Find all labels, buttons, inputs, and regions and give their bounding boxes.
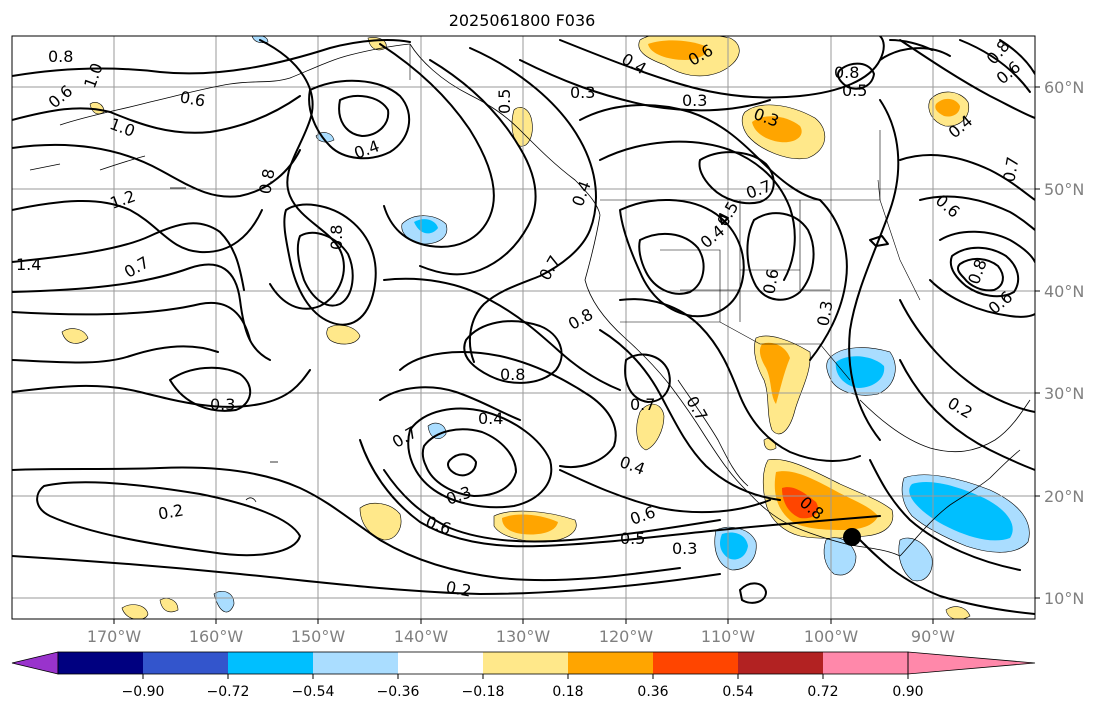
storm-center-marker (843, 528, 861, 546)
colorbar-segment (568, 652, 653, 674)
contour-label: 0.3 (570, 83, 595, 102)
lon-label: 130°W (496, 627, 551, 646)
shaded-negative-fields (213, 36, 1030, 613)
lat-label: 40°N (1044, 282, 1084, 301)
colorbar-extend-left (11, 651, 59, 675)
lon-label: 90°W (911, 627, 955, 646)
colorbar-segment (58, 652, 143, 674)
contour-label: 0.8 (255, 167, 278, 195)
colorbar-segment (738, 652, 823, 674)
contour-label: 0.5 (620, 529, 645, 548)
lat-label: 20°N (1044, 487, 1084, 506)
colorbar-segment (143, 652, 228, 674)
contour-label: 0.8 (327, 225, 346, 250)
colorbar-extend-right (907, 651, 1036, 675)
lon-label: 100°W (804, 627, 859, 646)
map-title: 2025061800 F036 (449, 11, 596, 30)
coastlines (29, 43, 1031, 557)
colorbar-tick-label: 0.54 (722, 684, 753, 700)
latitude-labels: 60°N 50°N 40°N 30°N 20°N 10°N (1035, 78, 1084, 608)
colorbar-tick-label: 0.90 (892, 684, 923, 700)
contour-label: 0.4 (478, 409, 503, 428)
contour-label: 0.5 (842, 81, 867, 100)
contour-label: 0.8 (834, 63, 859, 82)
shaded-positive-fields (61, 36, 971, 619)
colorbar-segment (823, 652, 908, 674)
colorbar-ticks (142, 674, 909, 679)
contour-label: 0.2 (444, 577, 472, 600)
contour-lines (12, 36, 1035, 615)
colorbar-segment (653, 652, 738, 674)
contour-label: 0.3 (672, 539, 697, 558)
contour-label: 0.5 (495, 89, 514, 114)
colorbar-tick-label: −0.72 (207, 684, 250, 700)
colorbar-tick-label: −0.36 (377, 684, 420, 700)
contour-label: 0.6 (178, 87, 206, 110)
contour-label: 0.2 (157, 500, 185, 523)
contour-label: 0.8 (500, 365, 525, 384)
lat-label: 30°N (1044, 384, 1084, 403)
colorbar-segment (313, 652, 398, 674)
contour-label: 0.3 (682, 91, 707, 110)
map-area: 0.8 1.0 0.6 1.0 1.2 1.4 0.7 0.8 0.4 0.8 … (12, 36, 1035, 619)
colorbar-tick-label: −0.90 (122, 684, 165, 700)
contour-label: 0.7 (999, 155, 1022, 183)
longitude-labels: 170°W 160°W 150°W 140°W 130°W 120°W 110°… (87, 619, 955, 646)
contour-label: 0.8 (48, 47, 73, 66)
lon-label: 160°W (189, 627, 244, 646)
lon-label: 140°W (394, 627, 449, 646)
colorbar: −0.90 −0.72 −0.54 −0.36 −0.18 0.18 0.36 … (11, 651, 1036, 700)
colorbar-tick-label: −0.54 (292, 684, 335, 700)
lon-label: 120°W (599, 627, 654, 646)
colorbar-tick-label: 0.18 (552, 684, 583, 700)
contour-label: 0.6 (759, 267, 782, 295)
contour-label: 0.3 (813, 299, 836, 327)
lat-label: 10°N (1044, 589, 1084, 608)
colorbar-segment (398, 652, 483, 674)
colorbar-tick-label: −0.18 (462, 684, 505, 700)
lat-label: 60°N (1044, 78, 1084, 97)
lon-label: 110°W (701, 627, 756, 646)
colorbar-segment (483, 652, 568, 674)
contour-label: 0.7 (630, 395, 655, 414)
lon-label: 150°W (291, 627, 346, 646)
colorbar-tick-label: 0.36 (637, 684, 668, 700)
colorbar-segment (228, 652, 313, 674)
graticule (12, 36, 1035, 619)
colorbar-tick-label: 0.72 (807, 684, 838, 700)
lat-label: 50°N (1044, 180, 1084, 199)
contour-label: 0.3 (210, 395, 235, 414)
contour-label: 1.4 (16, 255, 41, 274)
lon-label: 170°W (87, 627, 142, 646)
